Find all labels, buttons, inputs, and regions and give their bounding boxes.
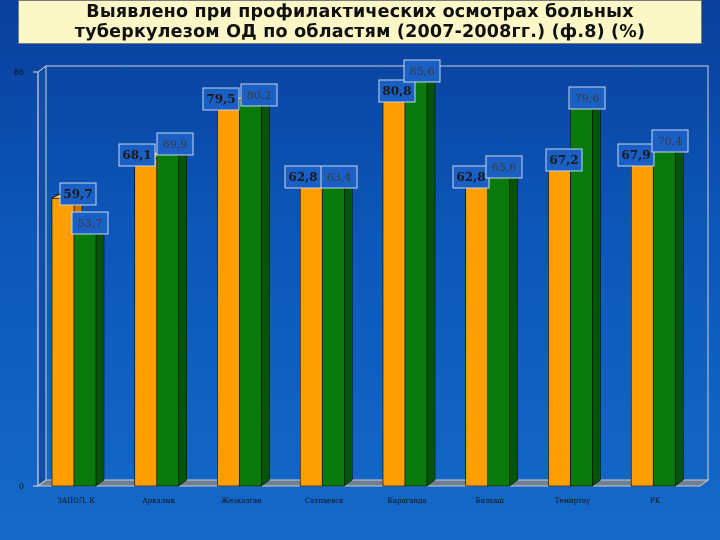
- bar-2007-5: [465, 183, 489, 487]
- bar-side-2008-0: [95, 220, 105, 487]
- data-label-2008-1: 69,9: [163, 138, 188, 151]
- data-label-box-2008-7: [651, 129, 689, 153]
- data-label-box-2007-2: [202, 87, 240, 111]
- data-label-2007-6: 67,2: [549, 153, 578, 167]
- category-label-5: Балхаш: [476, 497, 505, 505]
- bar-2007-0: [51, 198, 75, 487]
- bar-side-2008-7: [675, 140, 684, 487]
- bar-side-2008-5: [509, 163, 518, 487]
- data-label-box-2007-6: [545, 148, 583, 172]
- category-label-6: Темиртау: [555, 497, 591, 505]
- bar-side-2008-6: [592, 96, 601, 487]
- data-label-box-2008-4: [403, 59, 441, 83]
- bar-2008-0: [73, 227, 97, 487]
- bar-2007-3: [299, 183, 323, 487]
- category-label-7: РК: [650, 497, 661, 505]
- bar-2008-3: [321, 180, 345, 487]
- data-label-2008-0: 53,7: [78, 217, 103, 230]
- category-label-4: Караганда: [387, 497, 426, 505]
- data-label-2008-4: 85,6: [410, 65, 435, 78]
- category-label-3: Сатпаевск: [305, 497, 344, 505]
- data-label-box-2008-5: [485, 155, 523, 179]
- bar-2007-7: [630, 158, 654, 487]
- axis-side-wall: [37, 65, 47, 487]
- data-label-box-2008-1: [156, 132, 194, 156]
- data-label-leader-0: [51, 193, 61, 199]
- data-label-2007-1: 68,1: [122, 148, 151, 162]
- data-label-box-2007-4: [378, 79, 416, 103]
- data-label-box-2008-6: [568, 86, 606, 110]
- data-label-2008-5: 65,6: [492, 161, 517, 174]
- bar-2008-2: [239, 99, 262, 487]
- data-label-2007-4: 80,8: [382, 84, 411, 98]
- bar-2008-5: [487, 169, 511, 487]
- data-label-2008-3: 63,4: [327, 171, 352, 184]
- category-label-2: Жезказган: [221, 497, 262, 505]
- chart-title-line-2: туберкулезом ОД по областям (2007-2008гг…: [74, 22, 646, 42]
- bar-2008-7: [652, 146, 676, 487]
- bar-side-2008-4: [426, 67, 436, 487]
- bar-side-2008-3: [344, 174, 353, 487]
- data-label-box-2008-2: [240, 83, 278, 107]
- bar-2008-1: [156, 149, 180, 487]
- data-label-box-2007-7: [617, 143, 655, 167]
- category-label-1: Аркалык: [142, 497, 175, 505]
- data-label-2008-7: 70,4: [658, 135, 683, 148]
- chart-title-line-1: Выявлено при профилактических осмотрах б…: [86, 2, 634, 22]
- bar-2007-4: [382, 96, 406, 487]
- bar-2007-6: [548, 162, 571, 487]
- data-label-2007-2: 79,5: [206, 92, 235, 106]
- data-label-2007-0: 59,7: [63, 187, 92, 201]
- category-label-0: ЗАПОЛ. К: [57, 497, 95, 505]
- data-label-2007-5: 62,8: [456, 170, 485, 184]
- data-label-box-2008-3: [320, 165, 358, 189]
- data-label-box-2007-1: [118, 143, 156, 167]
- chart-title: Выявлено при профилактических осмотрах б…: [18, 0, 702, 44]
- y-tick-label-min: 0: [19, 482, 24, 491]
- y-tick-label-max: 86: [14, 68, 24, 77]
- bar-2007-1: [134, 157, 158, 487]
- data-label-2008-6: 79,6: [575, 92, 600, 105]
- data-label-2007-3: 62,8: [288, 170, 317, 184]
- bar-side-2008-1: [178, 143, 187, 487]
- bar-2007-2: [217, 102, 240, 487]
- data-label-2007-7: 67,9: [621, 148, 650, 162]
- data-label-box-2008-0: [71, 211, 109, 235]
- bar-2008-4: [404, 73, 428, 487]
- bar-side-2008-2: [261, 93, 270, 487]
- data-label-2008-2: 80,2: [247, 89, 272, 102]
- axis-back-wall: [45, 65, 709, 480]
